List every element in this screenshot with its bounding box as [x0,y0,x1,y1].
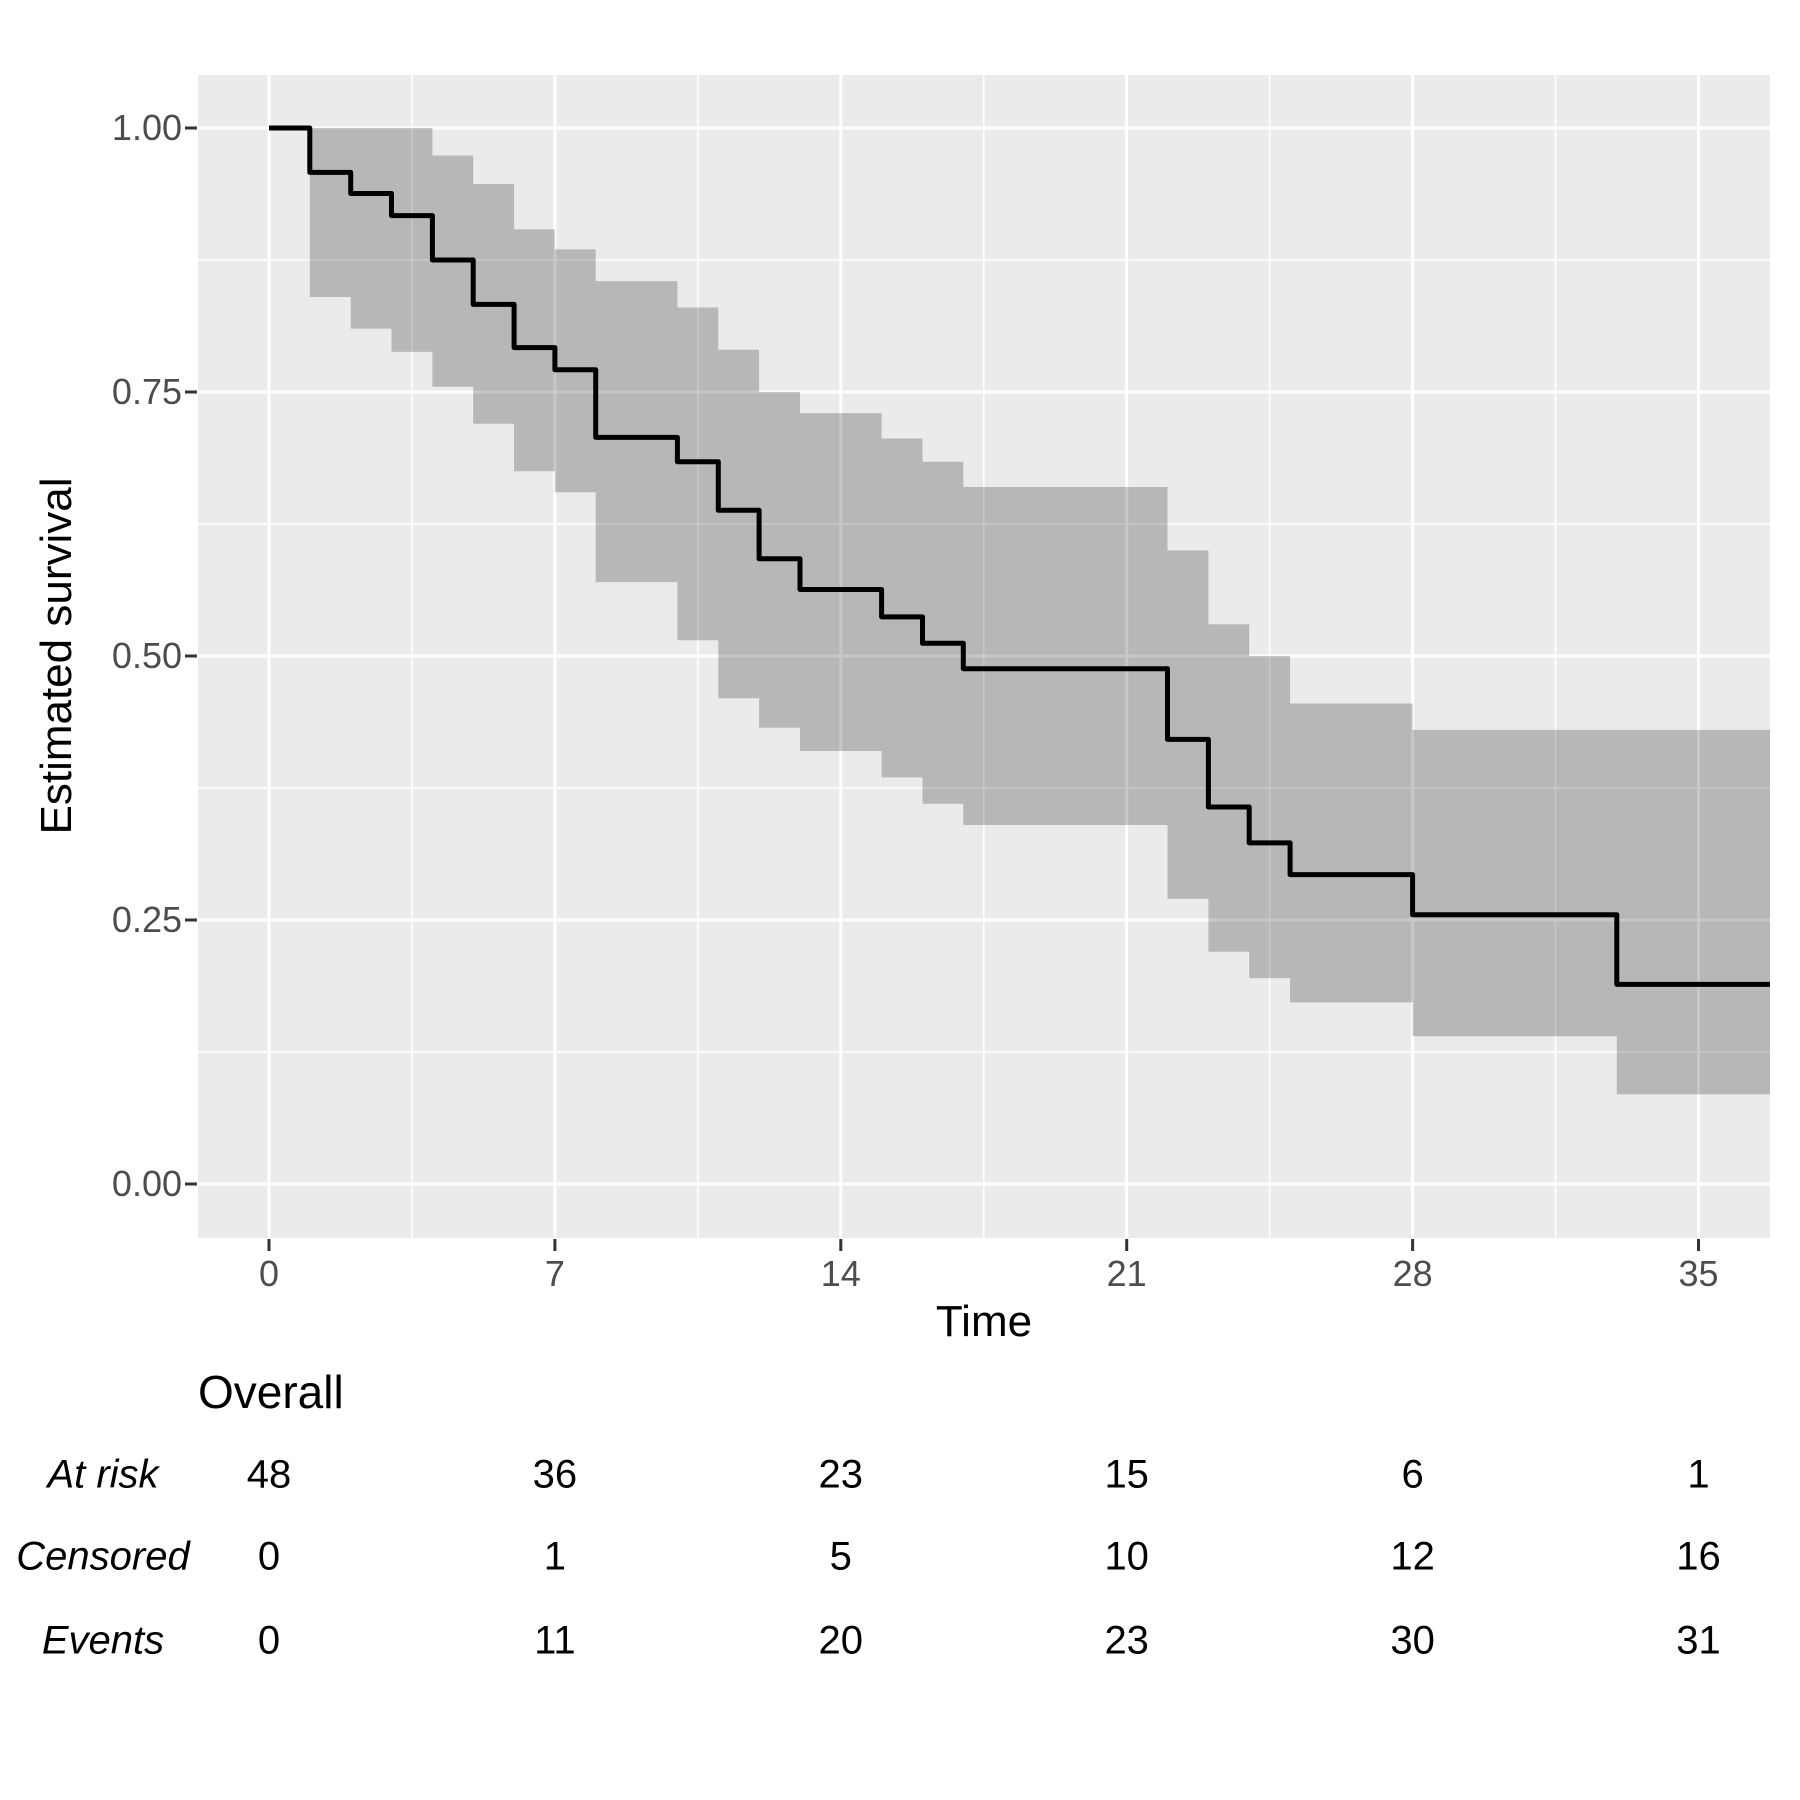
confidence-ribbon [309,128,1770,1095]
y-tick-label: 0.00 [111,1163,182,1204]
risk-table-cell: 0 [257,1618,281,1663]
risk-table-cell: 15 [1104,1452,1149,1497]
x-tick-label: 21 [1106,1253,1147,1294]
risk-table-cell: 31 [1676,1618,1721,1663]
risk-table-row-label: Events [41,1618,165,1663]
risk-table-cell: 10 [1104,1534,1149,1579]
risk-table-cell: 48 [246,1452,292,1497]
risk-table-cell: 1 [1687,1452,1710,1497]
risk-table-cell: 23 [1104,1618,1149,1663]
risk-table-cell: 36 [532,1452,578,1497]
risk-table-row-label: Censored [16,1534,190,1579]
risk-table-cell: 16 [1676,1534,1721,1579]
risk-table-cell: 6 [1401,1452,1424,1497]
axis-tick-marks [185,126,1701,1251]
risk-table-cell: 23 [818,1452,864,1497]
risk-table-cell: 11 [534,1618,576,1663]
x-tick-label: 14 [820,1253,861,1294]
y-tick-label: 0.25 [111,899,182,940]
risk-table-cell: 0 [257,1534,281,1579]
x-tick-label: 7 [544,1253,565,1294]
y-tick-label: 0.50 [111,635,182,676]
x-axis-title: Time [935,1297,1033,1346]
risk-table-row-label: At risk [47,1452,159,1497]
major-gridlines [198,75,1770,1238]
y-tick-label: 1.00 [111,107,182,148]
risk-table-cell: 20 [818,1618,864,1663]
survival-step-line [269,125,1770,987]
risk-table-cell: 5 [829,1534,852,1579]
risk-table-cell: 30 [1390,1618,1435,1663]
x-tick-label: 0 [258,1253,280,1294]
x-tick-label: 28 [1392,1253,1433,1294]
risk-table-cell: 1 [543,1534,567,1579]
risk-table-cell: 12 [1390,1534,1435,1579]
x-tick-label: 35 [1678,1253,1719,1294]
risk-table-title: Overall [198,1366,344,1418]
y-tick-label: 0.75 [111,371,182,412]
